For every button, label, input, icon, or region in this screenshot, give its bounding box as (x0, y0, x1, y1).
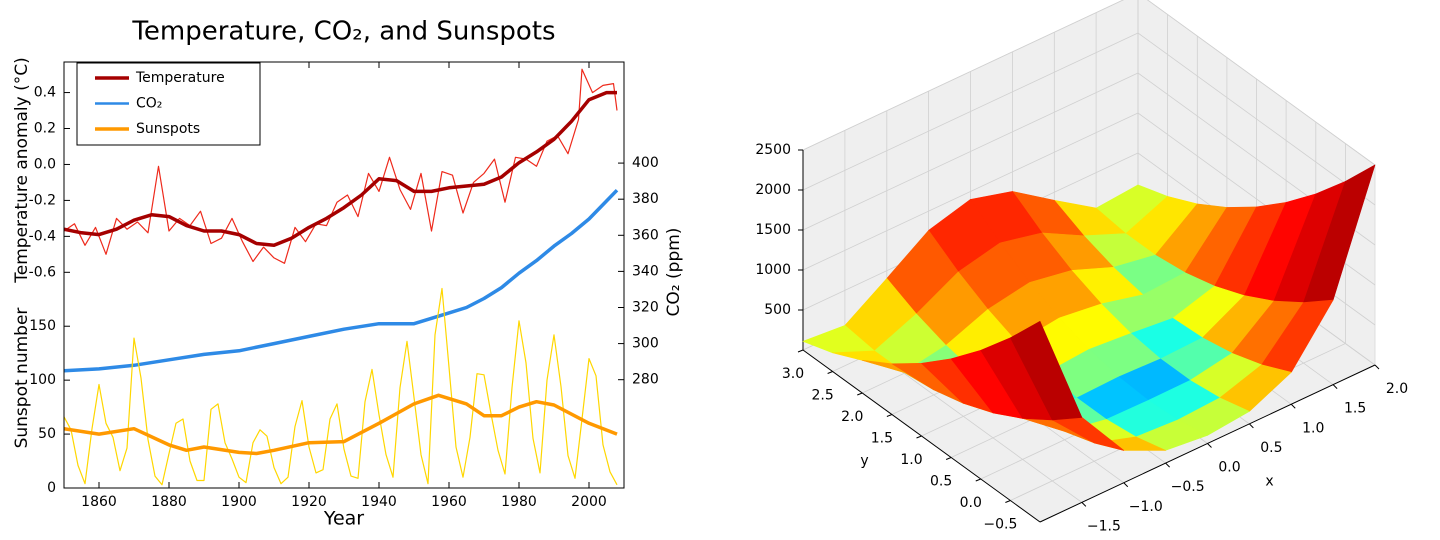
y-axis-label: Temperature anomaly (°C) (12, 57, 32, 283)
x-tick-label: −1.0 (1129, 499, 1163, 515)
series-line (64, 393, 618, 456)
y-tick-label: 1.5 (871, 431, 893, 447)
z-tick-label: 1500 (755, 222, 791, 238)
y3-axis-label: Sunspot number (12, 308, 32, 449)
y-tick-label: 0.4 (34, 85, 56, 101)
x-tick (1207, 443, 1212, 448)
grid-line (802, 32, 1376, 206)
y-tick (1005, 500, 1011, 503)
y-tick-label: 0.0 (960, 495, 982, 511)
x-tick-label: 1900 (221, 494, 257, 510)
surface-patch (1010, 320, 1083, 421)
y3-tick-label: 0 (47, 480, 56, 496)
plot-area (64, 68, 619, 486)
x-tick (1165, 462, 1170, 468)
y2-tick-label: 400 (632, 155, 659, 171)
y2-tick-label: 360 (632, 227, 659, 243)
y-tick-label: -0.2 (29, 192, 56, 208)
x-tick-label: 2.0 (1386, 381, 1408, 397)
x-tick-label: 1.0 (1302, 420, 1324, 436)
y-tick (797, 349, 804, 353)
x-tick-label: 1860 (81, 494, 117, 510)
x-tick-label: 1.5 (1344, 401, 1366, 417)
legend-label: Temperature (135, 70, 225, 86)
x-tick-label: 1880 (151, 494, 187, 510)
y-tick-label: 0.5 (930, 474, 952, 490)
y-tick (886, 414, 893, 417)
y3-tick-label: 100 (29, 372, 56, 388)
y-tick (827, 371, 833, 374)
raw-line (64, 68, 618, 264)
x-axis-label: x (1265, 474, 1273, 490)
y-tick (945, 457, 952, 460)
y-axis-label: y (860, 453, 868, 469)
y-tick-label: −0.5 (983, 517, 1017, 533)
y-tick-label: 0.0 (34, 156, 56, 172)
y-tick (975, 478, 981, 482)
y2-tick-label: 300 (632, 336, 659, 352)
x-tick (1081, 502, 1087, 507)
grid-line (802, 0, 1376, 166)
x-axis-label: Year (323, 508, 364, 530)
legend-label: Sunspots (136, 121, 200, 137)
z-tick-label: 2000 (755, 182, 791, 198)
x-tick-label: 1920 (291, 494, 327, 510)
x-tick-label: 1940 (361, 494, 397, 510)
y2-tick-label: 320 (632, 299, 659, 315)
plot-frame (63, 61, 625, 489)
x-tick-label: 0.5 (1260, 440, 1282, 456)
x-tick-label: −0.5 (1171, 479, 1205, 495)
grid-line (802, 72, 1376, 246)
x-tick-label: 0.0 (1218, 460, 1240, 476)
x-tick (1123, 482, 1129, 488)
surface-plot: −1.5−1.0−0.50.00.51.01.52.0−0.50.00.51.0… (755, 0, 1408, 534)
x-tick (1290, 403, 1296, 409)
y2-tick-label: 380 (632, 191, 659, 207)
y-tick (857, 392, 863, 396)
y3-tick-label: 150 (29, 318, 56, 334)
x-tick-label: 1980 (501, 494, 537, 510)
y2-tick-label: 280 (632, 372, 659, 388)
y-tick-label: 1.0 (900, 452, 922, 468)
y-tick-label: -0.6 (29, 264, 56, 280)
y2-tick-label: 340 (632, 263, 659, 279)
z-tick-label: 2500 (755, 142, 791, 158)
z-tick-label: 500 (764, 302, 791, 318)
z-tick-label: 1000 (755, 262, 791, 278)
chart-title: Temperature, CO₂, and Sunspots (131, 17, 555, 47)
series-line (64, 188, 619, 373)
x-tick-label: 1960 (431, 494, 467, 510)
y-tick (916, 435, 922, 439)
series-line (64, 90, 617, 248)
y3-tick-label: 50 (38, 426, 56, 442)
x-tick-label: 2000 (571, 494, 607, 510)
y-tick-label: 3.0 (782, 366, 804, 382)
y-tick-label: 2.0 (841, 409, 863, 425)
y-tick-label: -0.4 (29, 228, 56, 244)
x-tick-label: −1.5 (1087, 518, 1121, 534)
y-tick-label: 2.5 (811, 388, 833, 404)
raw-line (64, 287, 618, 486)
legend-label: CO₂ (136, 96, 162, 112)
x-tick (1374, 364, 1380, 370)
y2-axis-label: CO₂ (ppm) (664, 228, 684, 317)
x-tick (1249, 423, 1254, 429)
y-tick-label: 0.2 (34, 121, 56, 137)
x-tick (1332, 384, 1338, 389)
